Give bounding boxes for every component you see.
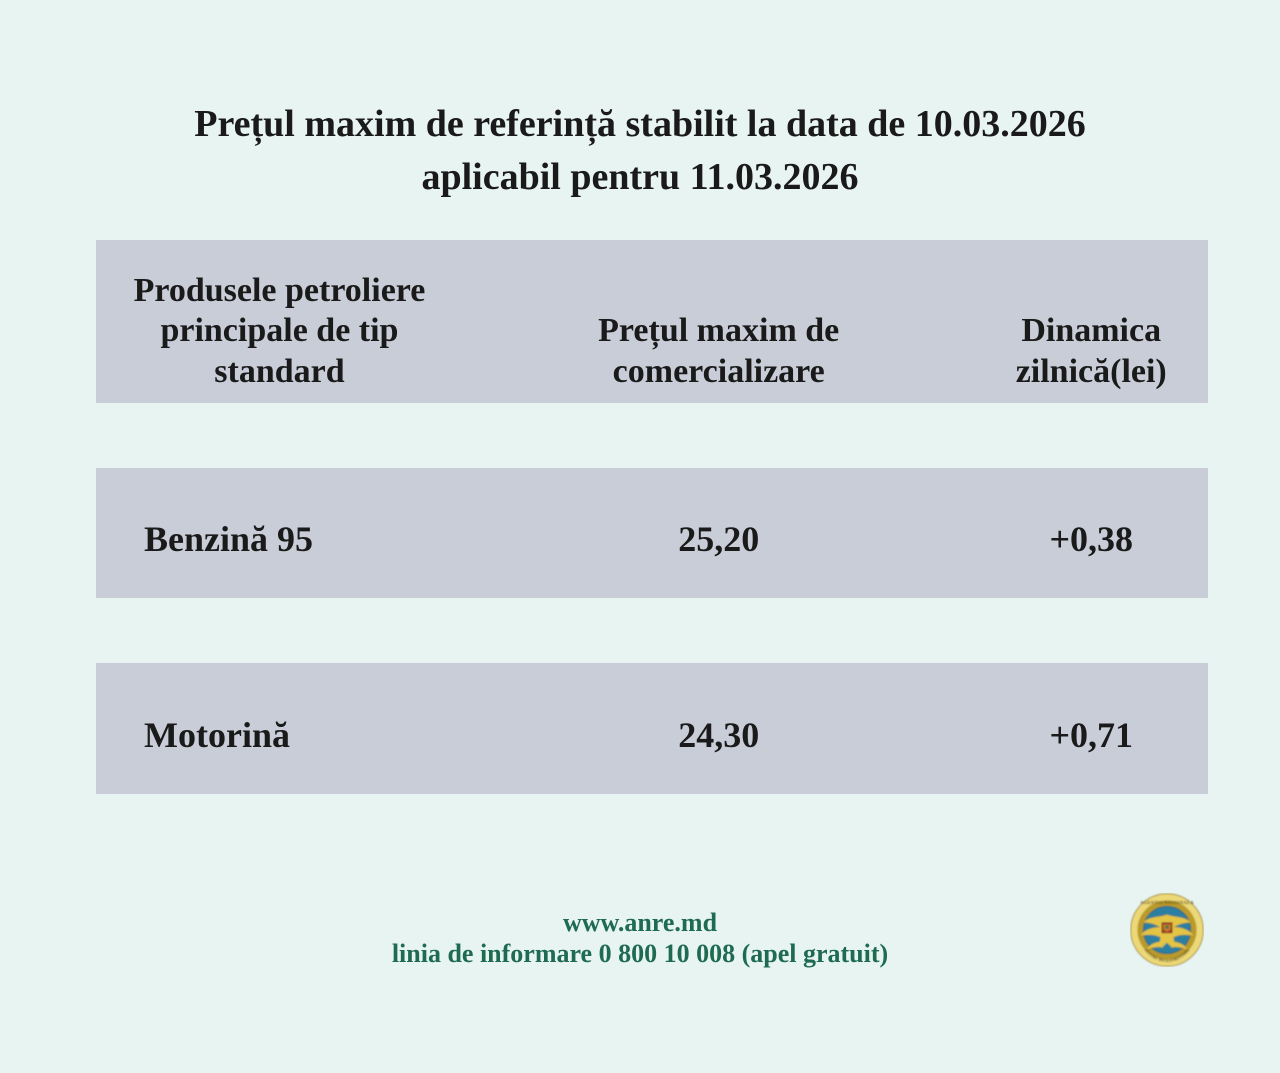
svg-text:AGENTIA NATIONALA: AGENTIA NATIONALA (1140, 900, 1194, 905)
